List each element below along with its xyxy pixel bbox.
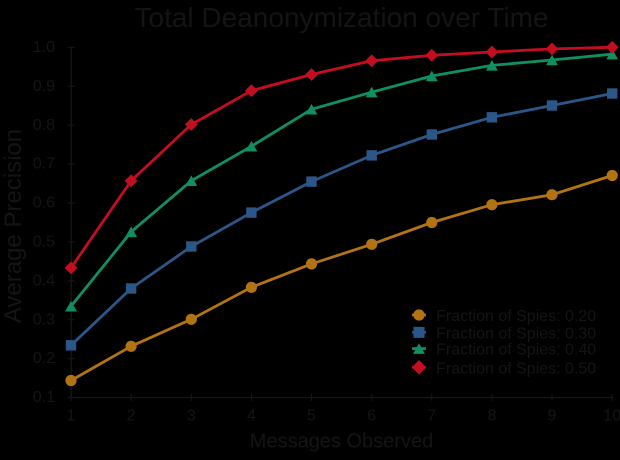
svg-text:0.8: 0.8 bbox=[33, 117, 55, 134]
svg-text:0.5: 0.5 bbox=[33, 234, 55, 251]
svg-text:2: 2 bbox=[127, 408, 136, 425]
svg-text:6: 6 bbox=[367, 408, 376, 425]
svg-text:8: 8 bbox=[487, 408, 496, 425]
svg-text:Fraction of Spies: 0.50: Fraction of Spies: 0.50 bbox=[436, 360, 596, 377]
svg-text:0.1: 0.1 bbox=[33, 389, 55, 406]
svg-text:Fraction of Spies: 0.20: Fraction of Spies: 0.20 bbox=[436, 308, 596, 325]
svg-text:0.2: 0.2 bbox=[33, 350, 55, 367]
svg-text:Fraction of Spies: 0.30: Fraction of Spies: 0.30 bbox=[436, 325, 596, 342]
svg-text:0.6: 0.6 bbox=[33, 195, 55, 212]
svg-text:0.7: 0.7 bbox=[33, 156, 55, 173]
svg-text:0.3: 0.3 bbox=[33, 311, 55, 328]
svg-text:1.0: 1.0 bbox=[33, 39, 55, 56]
svg-text:5: 5 bbox=[307, 408, 316, 425]
svg-text:Average Precision: Average Precision bbox=[0, 129, 27, 323]
svg-text:7: 7 bbox=[427, 408, 436, 425]
svg-text:3: 3 bbox=[187, 408, 196, 425]
svg-text:0.4: 0.4 bbox=[33, 272, 55, 289]
svg-text:Fraction of Spies: 0.40: Fraction of Spies: 0.40 bbox=[436, 342, 596, 359]
svg-text:0.9: 0.9 bbox=[33, 78, 55, 95]
svg-text:Messages Observed: Messages Observed bbox=[250, 430, 433, 452]
svg-text:10: 10 bbox=[603, 408, 620, 425]
svg-text:1: 1 bbox=[67, 408, 76, 425]
svg-text:Total Deanonymization over Tim: Total Deanonymization over Time bbox=[135, 2, 549, 33]
svg-text:4: 4 bbox=[247, 408, 256, 425]
svg-text:9: 9 bbox=[548, 408, 557, 425]
